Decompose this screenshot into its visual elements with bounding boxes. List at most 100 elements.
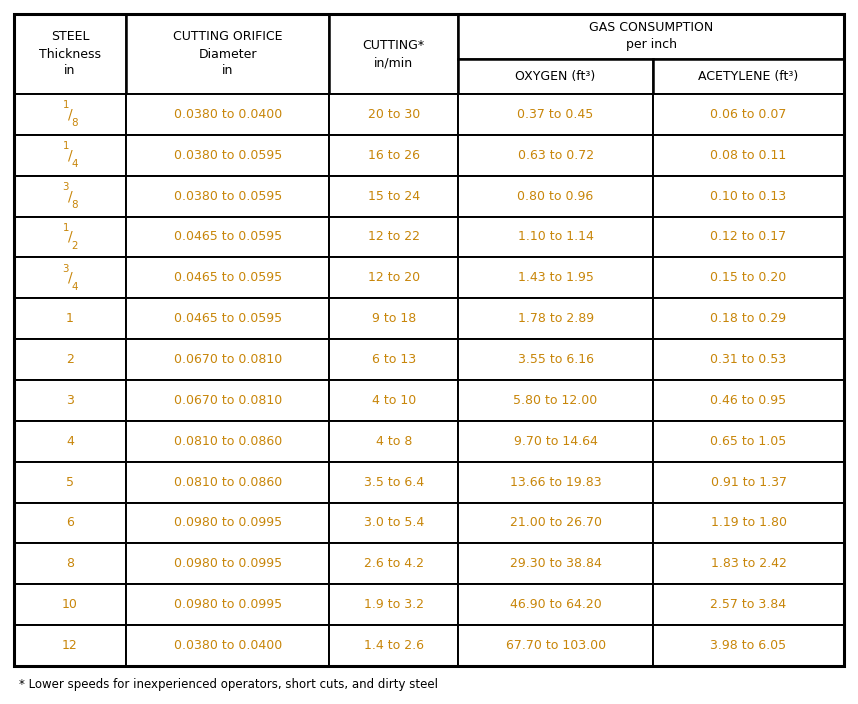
Text: 1.10 to 1.14: 1.10 to 1.14 xyxy=(517,230,594,244)
Bar xyxy=(14,625,126,666)
Bar xyxy=(653,298,844,339)
Bar xyxy=(126,584,329,625)
Text: 3: 3 xyxy=(63,264,69,274)
Text: GAS CONSUMPTION
per inch: GAS CONSUMPTION per inch xyxy=(589,21,713,51)
Text: 0.0810 to 0.0860: 0.0810 to 0.0860 xyxy=(173,435,281,448)
Text: 0.46 to 0.95: 0.46 to 0.95 xyxy=(710,394,787,407)
Bar xyxy=(653,135,844,176)
Text: 12 to 22: 12 to 22 xyxy=(368,230,420,244)
Bar xyxy=(653,462,844,503)
Text: 0.0380 to 0.0595: 0.0380 to 0.0595 xyxy=(173,189,281,203)
Text: 0.31 to 0.53: 0.31 to 0.53 xyxy=(710,353,787,366)
Text: 16 to 26: 16 to 26 xyxy=(368,149,420,162)
Text: 21.00 to 26.70: 21.00 to 26.70 xyxy=(510,517,601,529)
Bar xyxy=(458,258,653,298)
Text: 8: 8 xyxy=(66,558,74,570)
Text: 9.70 to 14.64: 9.70 to 14.64 xyxy=(514,435,597,448)
Bar xyxy=(14,258,126,298)
Text: 0.15 to 0.20: 0.15 to 0.20 xyxy=(710,271,787,284)
Text: 29.30 to 38.84: 29.30 to 38.84 xyxy=(510,558,601,570)
Bar xyxy=(126,462,329,503)
Bar xyxy=(329,543,458,584)
Bar xyxy=(653,258,844,298)
Text: 0.37 to 0.45: 0.37 to 0.45 xyxy=(517,108,594,121)
Bar xyxy=(14,503,126,543)
Text: 0.0810 to 0.0860: 0.0810 to 0.0860 xyxy=(173,476,281,489)
Bar xyxy=(329,135,458,176)
Bar xyxy=(458,421,653,462)
Bar xyxy=(14,380,126,421)
Bar xyxy=(329,217,458,258)
Text: 0.0380 to 0.0400: 0.0380 to 0.0400 xyxy=(173,639,281,652)
Bar xyxy=(458,217,653,258)
Bar xyxy=(458,14,844,59)
Bar xyxy=(14,543,126,584)
Bar xyxy=(458,543,653,584)
Text: /: / xyxy=(68,189,72,203)
Bar xyxy=(329,14,458,94)
Text: 0.0380 to 0.0595: 0.0380 to 0.0595 xyxy=(173,149,281,162)
Text: 12 to 20: 12 to 20 xyxy=(368,271,420,284)
Bar xyxy=(653,584,844,625)
Text: 3: 3 xyxy=(63,182,69,192)
Bar xyxy=(653,543,844,584)
Bar xyxy=(14,584,126,625)
Text: 15 to 24: 15 to 24 xyxy=(368,189,420,203)
Text: 0.63 to 0.72: 0.63 to 0.72 xyxy=(517,149,594,162)
Bar xyxy=(458,503,653,543)
Text: 0.0465 to 0.0595: 0.0465 to 0.0595 xyxy=(173,271,281,284)
Text: 6: 6 xyxy=(66,517,74,529)
Text: 13.66 to 19.83: 13.66 to 19.83 xyxy=(510,476,601,489)
Text: 0.06 to 0.07: 0.06 to 0.07 xyxy=(710,108,787,121)
Bar xyxy=(126,543,329,584)
Text: 10: 10 xyxy=(62,598,78,611)
Bar xyxy=(126,94,329,135)
Bar xyxy=(329,380,458,421)
Text: 3: 3 xyxy=(66,394,74,407)
Bar xyxy=(458,625,653,666)
Bar xyxy=(653,625,844,666)
Bar xyxy=(329,625,458,666)
Text: CUTTING*
in/min: CUTTING* in/min xyxy=(363,39,425,69)
Text: 0.10 to 0.13: 0.10 to 0.13 xyxy=(710,189,787,203)
Text: 0.0670 to 0.0810: 0.0670 to 0.0810 xyxy=(173,353,281,366)
Text: 4: 4 xyxy=(71,282,77,292)
Text: ACETYLENE (ft³): ACETYLENE (ft³) xyxy=(698,70,799,83)
Text: 2: 2 xyxy=(66,353,74,366)
Text: STEEL
Thickness
in: STEEL Thickness in xyxy=(39,30,101,77)
Bar xyxy=(329,462,458,503)
Text: 2.57 to 3.84: 2.57 to 3.84 xyxy=(710,598,787,611)
Text: 0.65 to 1.05: 0.65 to 1.05 xyxy=(710,435,787,448)
Text: 3.0 to 5.4: 3.0 to 5.4 xyxy=(364,517,424,529)
Bar xyxy=(653,217,844,258)
Bar xyxy=(329,503,458,543)
Text: 3.55 to 6.16: 3.55 to 6.16 xyxy=(517,353,594,366)
Bar xyxy=(14,339,126,380)
Text: 5: 5 xyxy=(66,476,74,489)
Bar xyxy=(458,380,653,421)
Bar xyxy=(14,176,126,217)
Bar xyxy=(458,462,653,503)
Bar xyxy=(126,380,329,421)
Text: /: / xyxy=(68,108,72,121)
Bar xyxy=(329,258,458,298)
Text: /: / xyxy=(68,230,72,244)
Text: 2.6 to 4.2: 2.6 to 4.2 xyxy=(364,558,424,570)
Text: OXYGEN (ft³): OXYGEN (ft³) xyxy=(516,70,595,83)
Text: 6 to 13: 6 to 13 xyxy=(372,353,416,366)
Bar xyxy=(458,135,653,176)
Text: 0.0670 to 0.0810: 0.0670 to 0.0810 xyxy=(173,394,281,407)
Bar xyxy=(653,94,844,135)
Bar xyxy=(14,298,126,339)
Bar xyxy=(458,298,653,339)
Text: 4: 4 xyxy=(66,435,74,448)
Bar xyxy=(653,421,844,462)
Text: 0.0980 to 0.0995: 0.0980 to 0.0995 xyxy=(173,558,281,570)
Text: 9 to 18: 9 to 18 xyxy=(372,312,416,325)
Bar xyxy=(126,503,329,543)
Bar xyxy=(329,339,458,380)
Bar xyxy=(14,217,126,258)
Text: * Lower speeds for inexperienced operators, short cuts, and dirty steel: * Lower speeds for inexperienced operato… xyxy=(19,678,438,691)
Text: 1.9 to 3.2: 1.9 to 3.2 xyxy=(364,598,424,611)
Bar xyxy=(458,176,653,217)
